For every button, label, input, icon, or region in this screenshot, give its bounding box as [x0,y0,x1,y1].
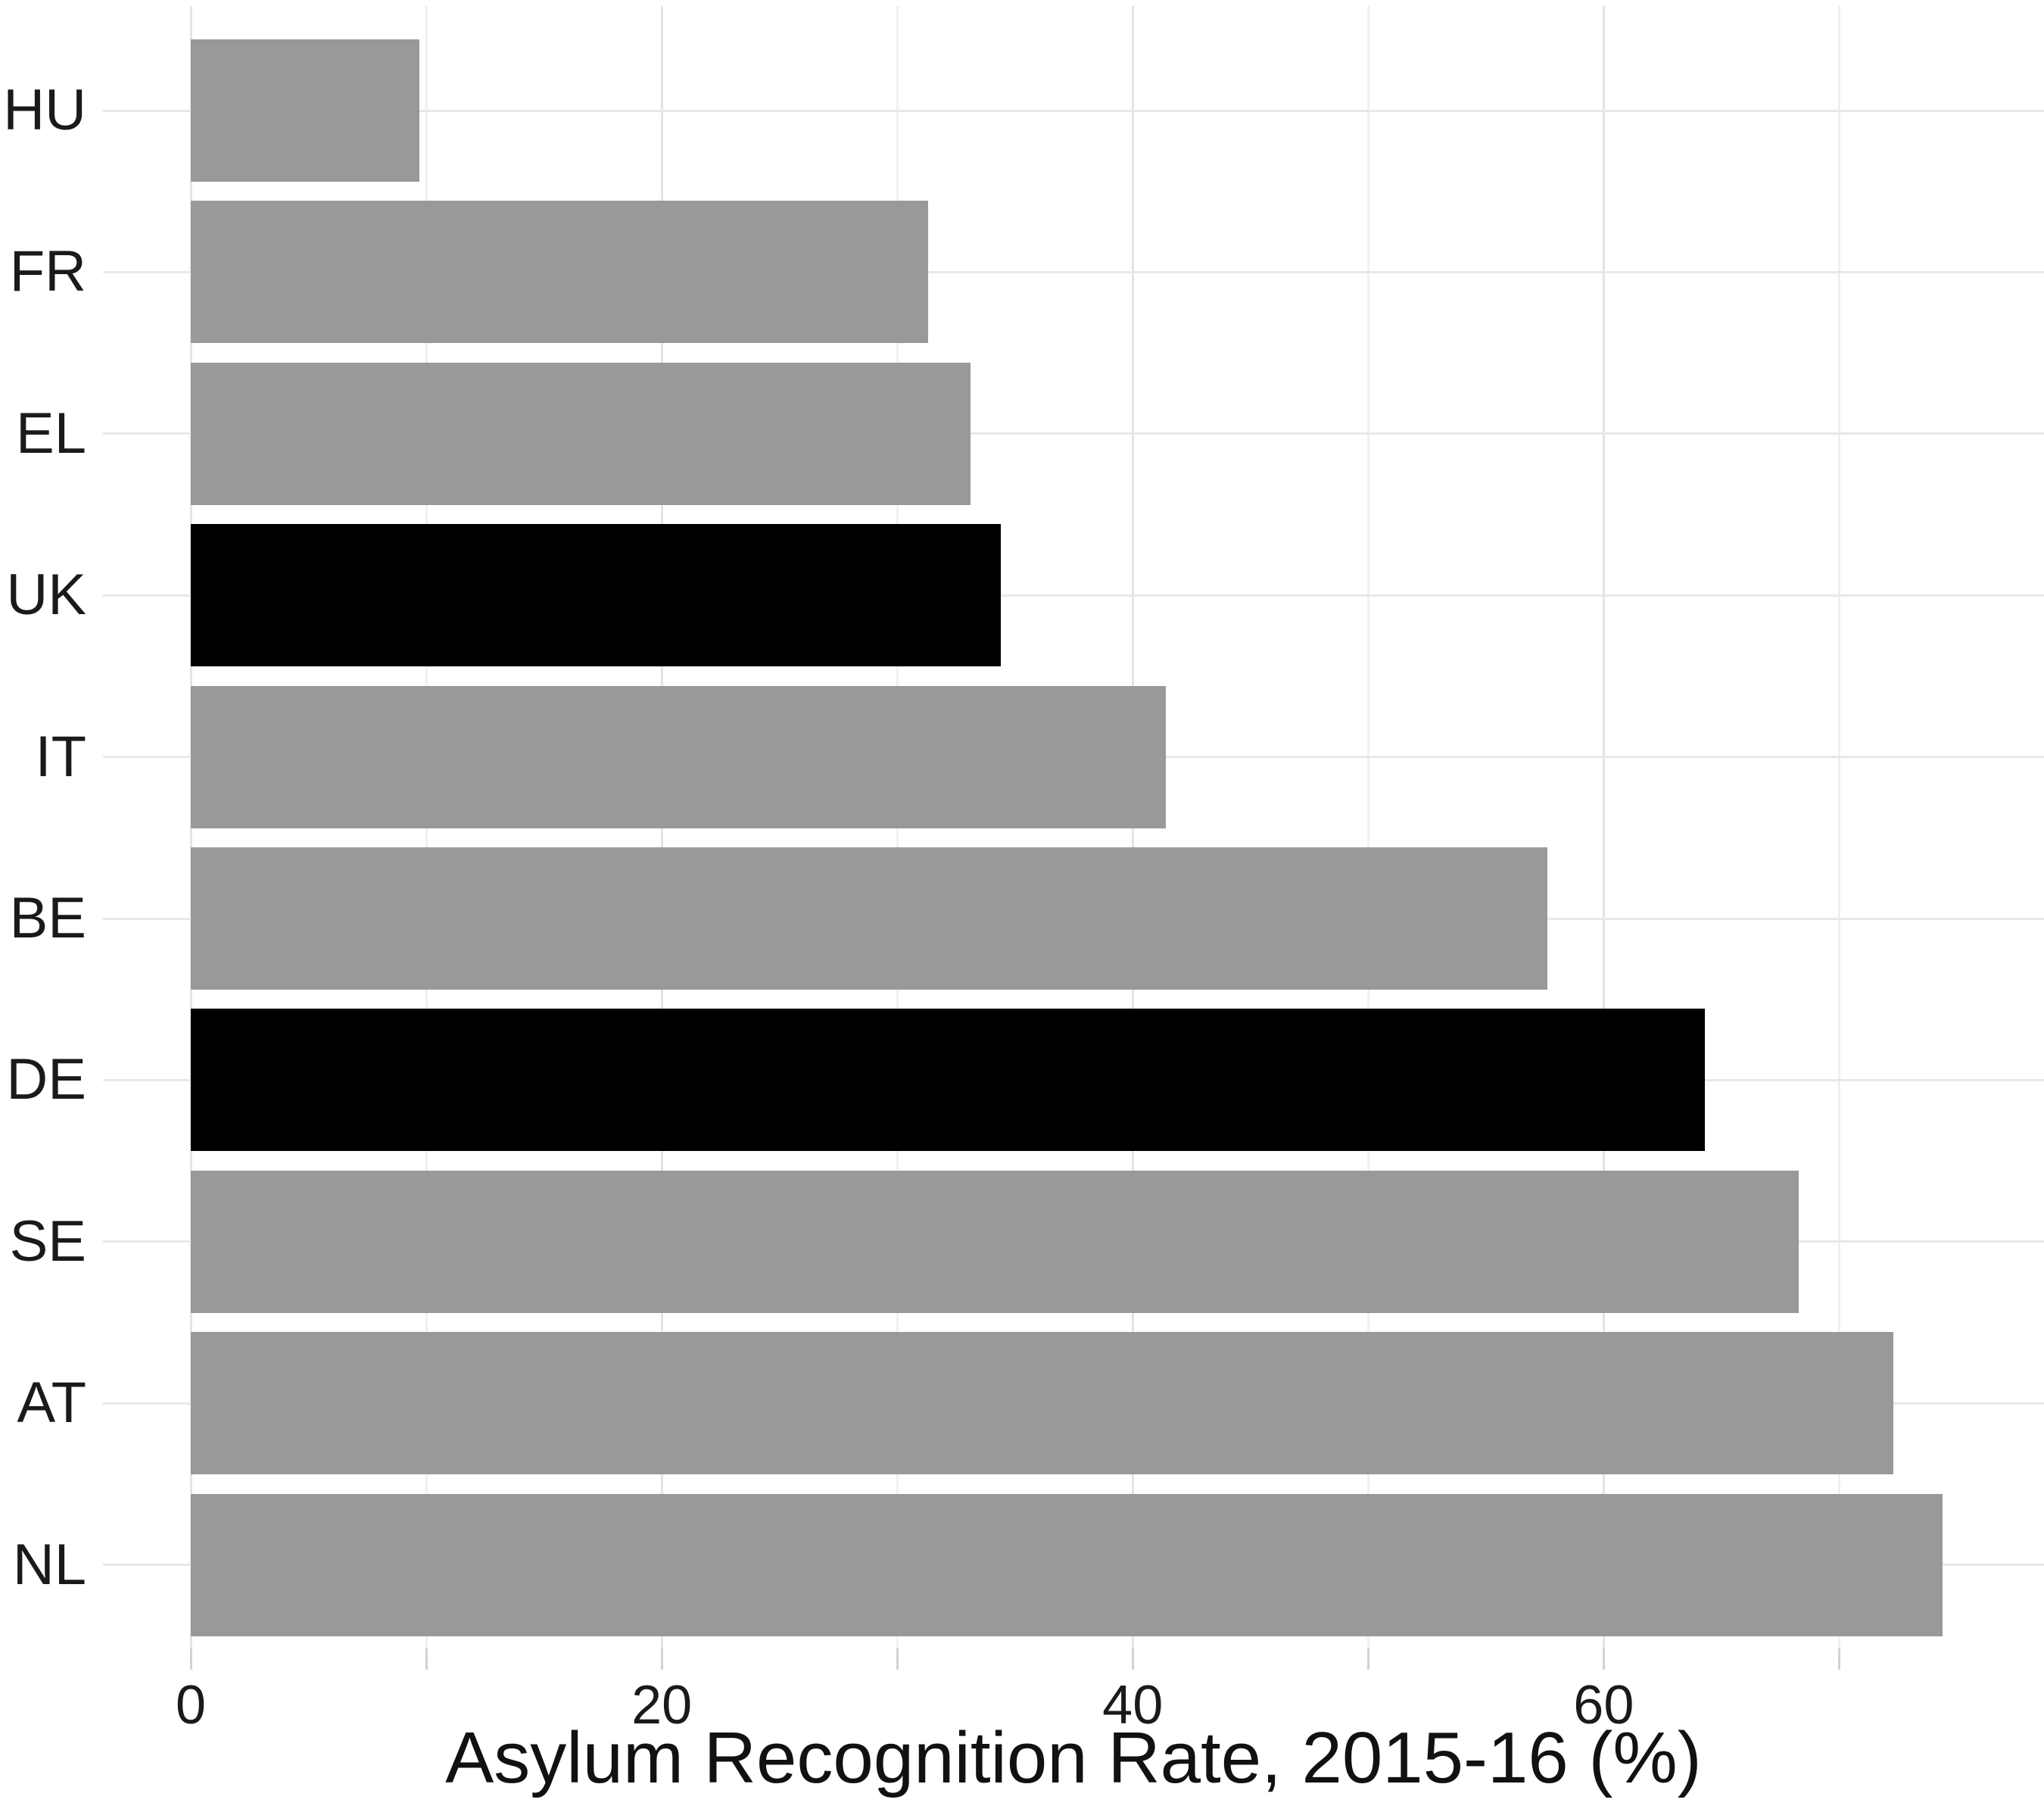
bar-be [191,847,1547,990]
horizontal-gridline [103,432,2044,435]
bar-fr [191,201,928,344]
bar-de [191,1009,1706,1152]
y-axis-label-uk: UK [6,563,86,628]
x-axis-tick-mark [896,1648,899,1670]
horizontal-gridline [103,270,2044,273]
bar-se [191,1170,1799,1313]
x-axis-tick-mark [1837,1648,1840,1670]
x-axis-tick-mark [1366,1648,1369,1670]
minor-vertical-gridline [1366,6,1369,1648]
bar-nl [191,1493,1943,1636]
y-axis-label-it: IT [35,724,86,789]
x-axis-tick-label: 20 [631,1675,693,1736]
y-axis-label-se: SE [9,1209,86,1274]
major-vertical-gridline [1602,6,1605,1648]
bar-hu [191,39,419,182]
x-axis-tick-label: 60 [1573,1675,1634,1736]
y-axis-label-de: DE [6,1047,86,1112]
bar-uk [191,524,1002,667]
x-axis-tick-mark [189,1648,192,1670]
bar-el [191,362,971,505]
x-axis-tick-label: 40 [1102,1675,1164,1736]
y-axis-label-hu: HU [3,78,86,142]
x-axis-tick-mark [1602,1648,1605,1670]
x-axis-tick-mark [425,1648,428,1670]
y-axis-label-fr: FR [9,239,86,304]
bar-at [191,1332,1893,1475]
x-axis-tick-mark [660,1648,663,1670]
y-axis-label-nl: NL [12,1532,86,1597]
y-axis-label-at: AT [17,1371,86,1436]
minor-vertical-gridline [1837,6,1840,1648]
horizontal-gridline [103,594,2044,597]
bar-it [191,685,1166,828]
y-axis-label-be: BE [9,886,86,950]
x-axis-title: Asylum Recognition Rate, 2015-16 (%) [445,1717,1702,1798]
y-axis-label-el: EL [16,401,86,466]
horizontal-gridline [103,109,2044,112]
x-axis-tick-mark [1131,1648,1134,1670]
x-axis-tick-label: 0 [175,1675,207,1736]
